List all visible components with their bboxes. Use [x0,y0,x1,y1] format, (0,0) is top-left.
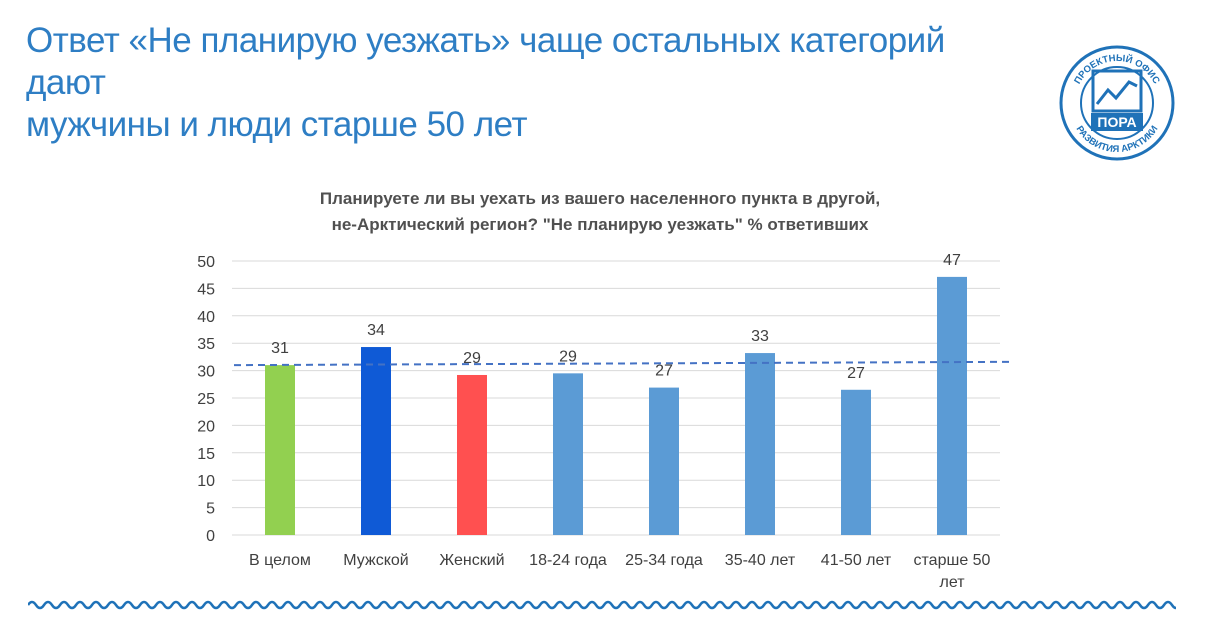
y-tick-label: 0 [206,528,215,545]
logo-label-box [1091,113,1143,131]
chart-x-axis: В целом Мужской Женский 18-24 года 25-34 год… [249,552,991,591]
bar [841,389,871,535]
y-tick-label: 15 [197,446,215,463]
y-tick-label: 50 [197,254,215,271]
data-label: 34 [367,322,385,339]
bar-chart: 0 5 10 15 20 25 30 35 40 45 50 31 34 29 29 27 33 27 47 В … [197,252,1011,591]
decorative-wave [28,600,1176,610]
logo-center-text: ПОРА [1097,114,1136,130]
x-tick-label: 41-50 лет [821,552,892,569]
logo-inner-ring [1080,66,1154,140]
bar [361,347,391,535]
chart-title: Планируете ли вы уехать из вашего населе… [180,186,1020,238]
x-tick-label: старше 50 лет [914,552,991,591]
data-label: 31 [271,340,289,357]
bar [265,365,295,535]
data-label: 27 [847,365,865,382]
logo-outer-ring [1059,45,1175,161]
x-tick-label: 18-24 года [529,552,607,569]
y-tick-label: 45 [197,281,215,298]
slide-title-line-1: Ответ «Не планирую уезжать» чаще остальн… [26,21,945,102]
chart-y-axis: 0 5 10 15 20 25 30 35 40 45 50 [197,254,215,545]
data-label: 33 [751,328,769,345]
chart-gridlines [232,260,1000,536]
data-label: 29 [559,348,577,365]
chart-bars [265,276,967,535]
x-tick-label: Мужской [343,552,408,569]
y-tick-label: 35 [197,336,215,353]
y-tick-label: 30 [197,364,215,381]
y-tick-label: 5 [206,501,215,518]
data-label: 27 [655,363,673,380]
chart-reference-line [233,360,1011,367]
chart-title-line-1: Планируете ли вы уехать из вашего населе… [319,189,881,208]
chart-title-line-2: не-Арктический регион? "Не планирую уезж… [331,215,869,234]
y-tick-label: 20 [197,418,215,435]
data-label: 47 [943,252,961,269]
bar [553,373,583,535]
slide-title-line-2: мужчины и люди старше 50 лет [26,105,528,144]
logo-chart-frame [1091,69,1143,113]
x-tick-label: В целом [249,552,311,569]
chart-data-labels: 31 34 29 29 27 33 27 47 [271,252,961,382]
bar [745,353,775,535]
y-tick-label: 40 [197,309,215,326]
data-label: 29 [463,350,481,367]
bar [649,387,679,535]
slide-title: Ответ «Не планирую уезжать» чаще остальн… [26,20,1026,146]
logo-trend-line [1095,80,1138,105]
bar [937,276,967,535]
y-tick-label: 10 [197,473,215,490]
x-tick-label: 25-34 года [625,552,703,569]
y-tick-label: 25 [197,391,215,408]
reference-line [233,360,1011,367]
bar [457,374,487,535]
x-tick-label: Женский [439,552,504,569]
x-tick-label: 35-40 лет [725,552,796,569]
logo: ПРОЕКТНЫЙ ОФИС РАЗВИТИЯ АРКТИКИ ПОРА [1059,45,1175,161]
